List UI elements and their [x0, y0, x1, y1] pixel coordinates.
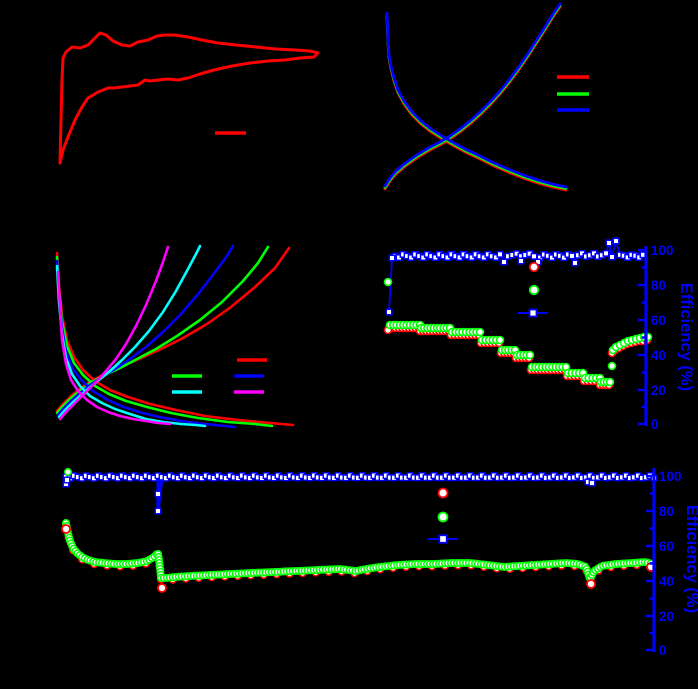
- charge-magenta: [58, 245, 170, 421]
- capacity-discharge-green-circles-marker: [605, 377, 615, 387]
- efficiency-tick-label: 0: [651, 417, 659, 432]
- efficiency-blue-squares-marker: [602, 249, 610, 257]
- charge-blue: [56, 244, 235, 417]
- discharge-blue: [385, 11, 568, 189]
- efficiency-tick-label: 80: [651, 278, 666, 293]
- e-legend-red-circle: [437, 487, 449, 499]
- discharge-green: [55, 255, 274, 428]
- efficiency-tick-label: 40: [651, 348, 666, 363]
- efficiency-tick-label: 80: [659, 504, 674, 519]
- d-legend-red-circle: [528, 261, 540, 273]
- efficiency-blue-squares-marker: [612, 237, 620, 245]
- efficiency-blue-squares-marker: [500, 258, 508, 266]
- efficiency-blue-squares-marker: [388, 254, 396, 262]
- cycling-efficiency-blue-squares-marker: [588, 479, 596, 487]
- panel-d-rate-capability: 100 80 60 40 20 0 Efficiency (%): [383, 237, 695, 432]
- efficiency-blue-squares-marker: [530, 252, 538, 260]
- cycling-efficiency-blue-squares-marker: [154, 490, 162, 498]
- efficiency-axis-title: Efficiency (%): [677, 283, 695, 391]
- efficiency-axis-title: Efficiency (%): [683, 505, 698, 613]
- cycling-red-outlier-circles-marker: [61, 524, 71, 534]
- efficiency-tick-label: 20: [651, 383, 666, 398]
- cycling-red-outlier-circles-marker: [157, 583, 167, 593]
- panel-b-charge-discharge: [383, 2, 589, 192]
- efficiency-tick-label: 100: [659, 469, 682, 484]
- charge-green: [55, 245, 270, 415]
- d-legend-blue-square: [518, 308, 548, 318]
- capacity-discharge-green-circles-marker: [607, 361, 617, 371]
- efficiency-blue-squares-marker: [608, 253, 616, 261]
- capacity-discharge-green-circles-marker: [383, 277, 393, 287]
- cycling-red-outlier-circles-marker: [586, 579, 596, 589]
- efficiency-tick-label: 60: [651, 313, 666, 328]
- cycling-efficiency-blue-squares-marker: [63, 476, 71, 484]
- cv-loop: [58, 31, 320, 165]
- efficiency-blue-squares-marker: [517, 257, 525, 265]
- discharge-red: [55, 251, 295, 427]
- charge-blue: [383, 2, 562, 188]
- efficiency-tick-label: 100: [651, 243, 674, 258]
- cycling-capacity-green-circles-marker: [64, 468, 72, 476]
- e-legend-green-circle: [437, 511, 449, 523]
- panel-c-rate-curves: [55, 244, 295, 429]
- capacity-discharge-green-circles-marker: [495, 335, 505, 345]
- efficiency-blue-squares-marker: [385, 308, 393, 316]
- efficiency-blue-squares-marker: [605, 239, 613, 247]
- capacity-discharge-green-circles: [383, 277, 653, 387]
- efficiency-tick-label: 60: [659, 539, 674, 554]
- charge-cyan: [57, 244, 202, 419]
- discharge-magenta: [56, 270, 172, 426]
- cycling-capacity-green-circles: [62, 468, 655, 582]
- discharge-red: [385, 14, 568, 192]
- d-legend-green-circle: [528, 284, 540, 296]
- panel-a-cv: [58, 31, 320, 165]
- efficiency-blue-squares: [385, 237, 647, 316]
- efficiency-axis-d: 100 80 60 40 20 0 Efficiency (%): [638, 243, 695, 432]
- efficiency-blue-squares-marker: [568, 252, 576, 260]
- efficiency-blue-squares-marker: [496, 250, 504, 258]
- cycling-efficiency-blue-squares-marker: [154, 507, 162, 515]
- efficiency-blue-squares-marker: [571, 259, 579, 267]
- panel-e-long-cycling: 100 80 60 40 20 0 Efficiency (%): [61, 468, 698, 658]
- efficiency-tick-label: 40: [659, 574, 674, 589]
- efficiency-tick-label: 0: [659, 643, 667, 658]
- e-legend-blue-square: [428, 534, 458, 544]
- efficiency-tick-label: 20: [659, 609, 674, 624]
- cycling-efficiency-blue-squares: [62, 472, 658, 515]
- capacity-discharge-green-circles-marker: [525, 350, 535, 360]
- efficiency-axis-e: 100 80 60 40 20 0 Efficiency (%): [646, 468, 698, 658]
- capacity-discharge-green-circles-marker: [475, 327, 485, 337]
